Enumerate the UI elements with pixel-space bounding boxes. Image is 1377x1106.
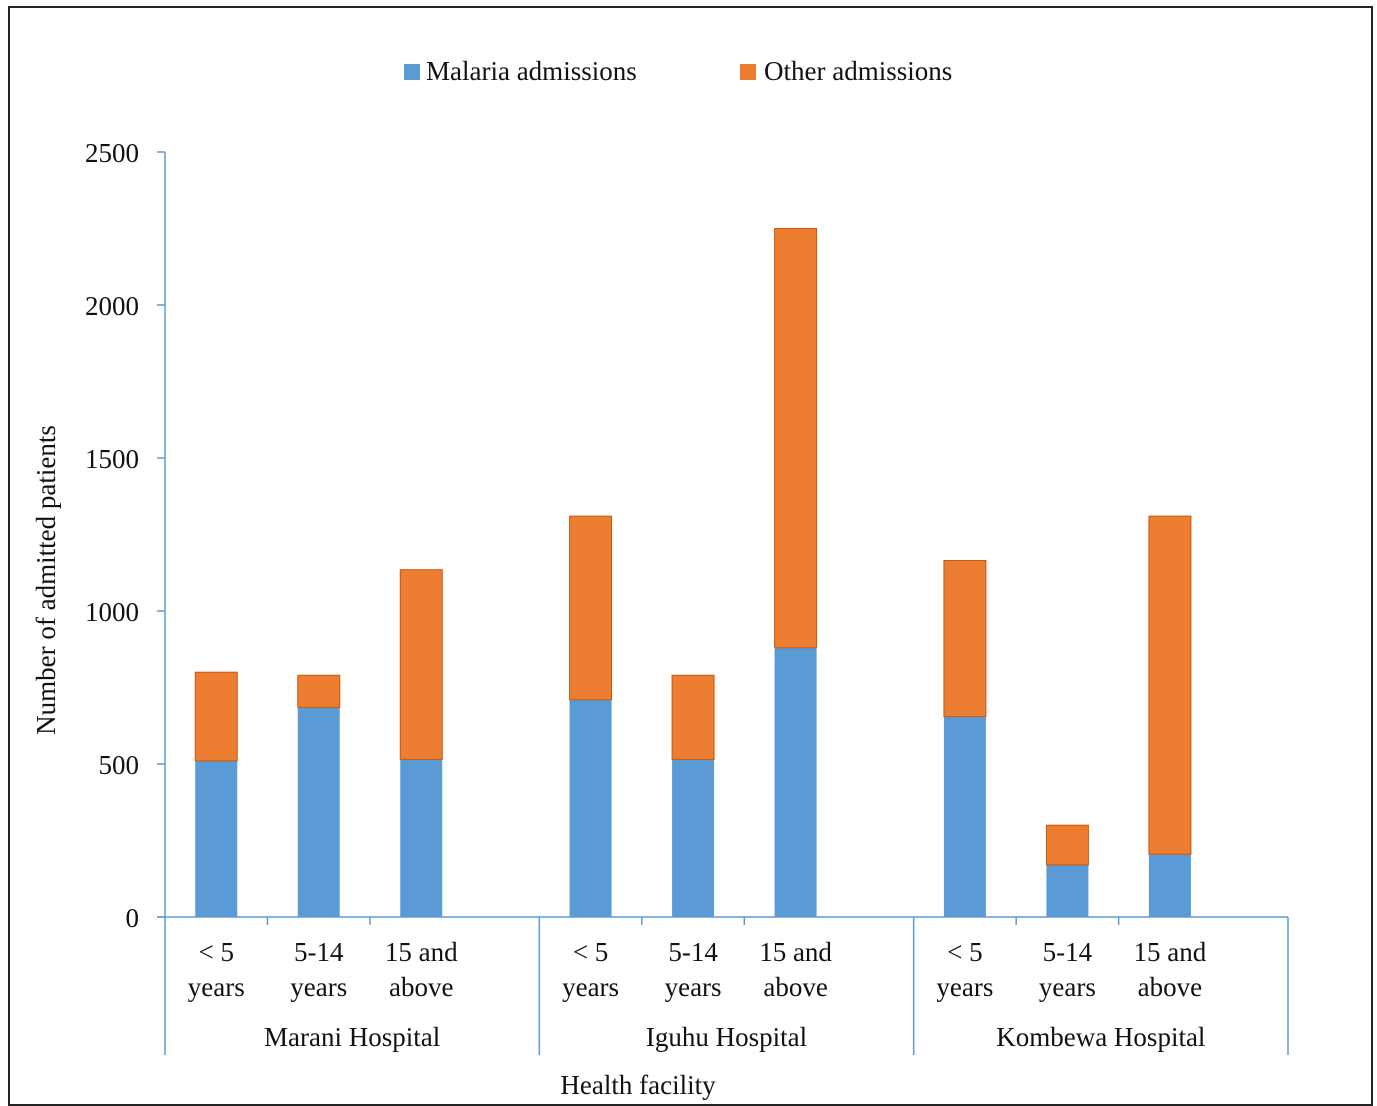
category-label-line1: 5-14: [294, 937, 344, 967]
bar-other-admissions: [569, 515, 613, 701]
category-label-line2: years: [1039, 972, 1096, 1002]
bar-other-admissions: [1148, 515, 1192, 855]
y-tick-label: 1500: [85, 444, 139, 474]
bar-malaria-admissions: [774, 647, 817, 917]
legend-swatch-malaria: [404, 64, 420, 80]
y-tick-label: 2000: [85, 291, 139, 321]
legend: Malaria admissions Other admissions: [404, 56, 952, 86]
category-label-line2: years: [562, 972, 619, 1002]
y-tick-label: 500: [99, 750, 140, 780]
category-label-line2: above: [763, 972, 827, 1002]
category-label-line2: above: [389, 972, 453, 1002]
bar-malaria-admissions: [195, 760, 238, 917]
category-label-line1: 5-14: [668, 937, 718, 967]
bar-malaria-admissions: [943, 716, 986, 917]
y-tick-label: 2500: [85, 138, 139, 168]
legend-label-malaria: Malaria admissions: [426, 56, 637, 86]
bar-malaria-admissions: [297, 707, 340, 917]
y-axis-title: Number of admitted patients: [31, 425, 61, 735]
category-label-line1: < 5: [199, 937, 234, 967]
legend-swatch-other: [740, 64, 756, 80]
group-label: Iguhu Hospital: [646, 1022, 807, 1052]
bar-other-admissions: [943, 560, 987, 718]
category-label-line1: 15 and: [759, 937, 832, 967]
bars: [194, 228, 1192, 917]
bar-other-admissions: [399, 569, 443, 760]
bar-other-admissions: [1045, 824, 1089, 866]
chart-frame: [8, 6, 1373, 1106]
bar-malaria-admissions: [569, 699, 612, 917]
bar-other-admissions: [671, 674, 715, 760]
bar-malaria-admissions: [1148, 854, 1191, 917]
group-label: Kombewa Hospital: [996, 1022, 1205, 1052]
axes: 0 500 1000 1500 2000 2500 < 5 years 5-14 years 15 …: [85, 138, 1289, 1055]
bar-malaria-admissions: [1046, 864, 1089, 917]
category-label-line2: years: [665, 972, 722, 1002]
bar-malaria-admissions: [400, 759, 443, 917]
y-tick-label: 1000: [85, 597, 139, 627]
group-label: Marani Hospital: [264, 1022, 440, 1052]
bar-malaria-admissions: [672, 759, 715, 917]
category-label-line1: < 5: [947, 937, 982, 967]
category-label-line2: above: [1138, 972, 1202, 1002]
bar-other-admissions: [194, 671, 238, 762]
bar-other-admissions: [774, 228, 818, 649]
axis-labels: Number of admitted patients Health facil…: [31, 425, 716, 1100]
category-label-line2: years: [290, 972, 347, 1002]
bar-other-admissions: [297, 674, 341, 708]
category-label-line1: 5-14: [1043, 937, 1093, 967]
category-label-line2: years: [188, 972, 245, 1002]
category-label-line1: 15 and: [1134, 937, 1207, 967]
category-label-line2: years: [936, 972, 993, 1002]
legend-label-other: Other admissions: [764, 56, 952, 86]
category-label-line1: 15 and: [385, 937, 458, 967]
category-label-line1: < 5: [573, 937, 608, 967]
x-axis-title: Health facility: [560, 1070, 716, 1100]
y-tick-label: 0: [126, 903, 140, 933]
